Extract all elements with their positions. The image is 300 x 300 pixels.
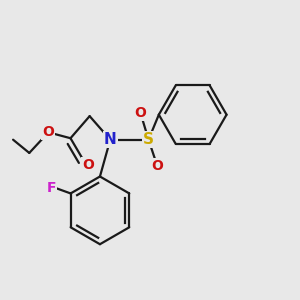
Text: O: O xyxy=(43,125,54,139)
Text: F: F xyxy=(46,181,56,195)
Text: O: O xyxy=(82,158,94,172)
Text: O: O xyxy=(152,159,163,173)
Text: S: S xyxy=(143,132,154,147)
Text: O: O xyxy=(135,106,146,120)
Text: N: N xyxy=(104,132,117,147)
